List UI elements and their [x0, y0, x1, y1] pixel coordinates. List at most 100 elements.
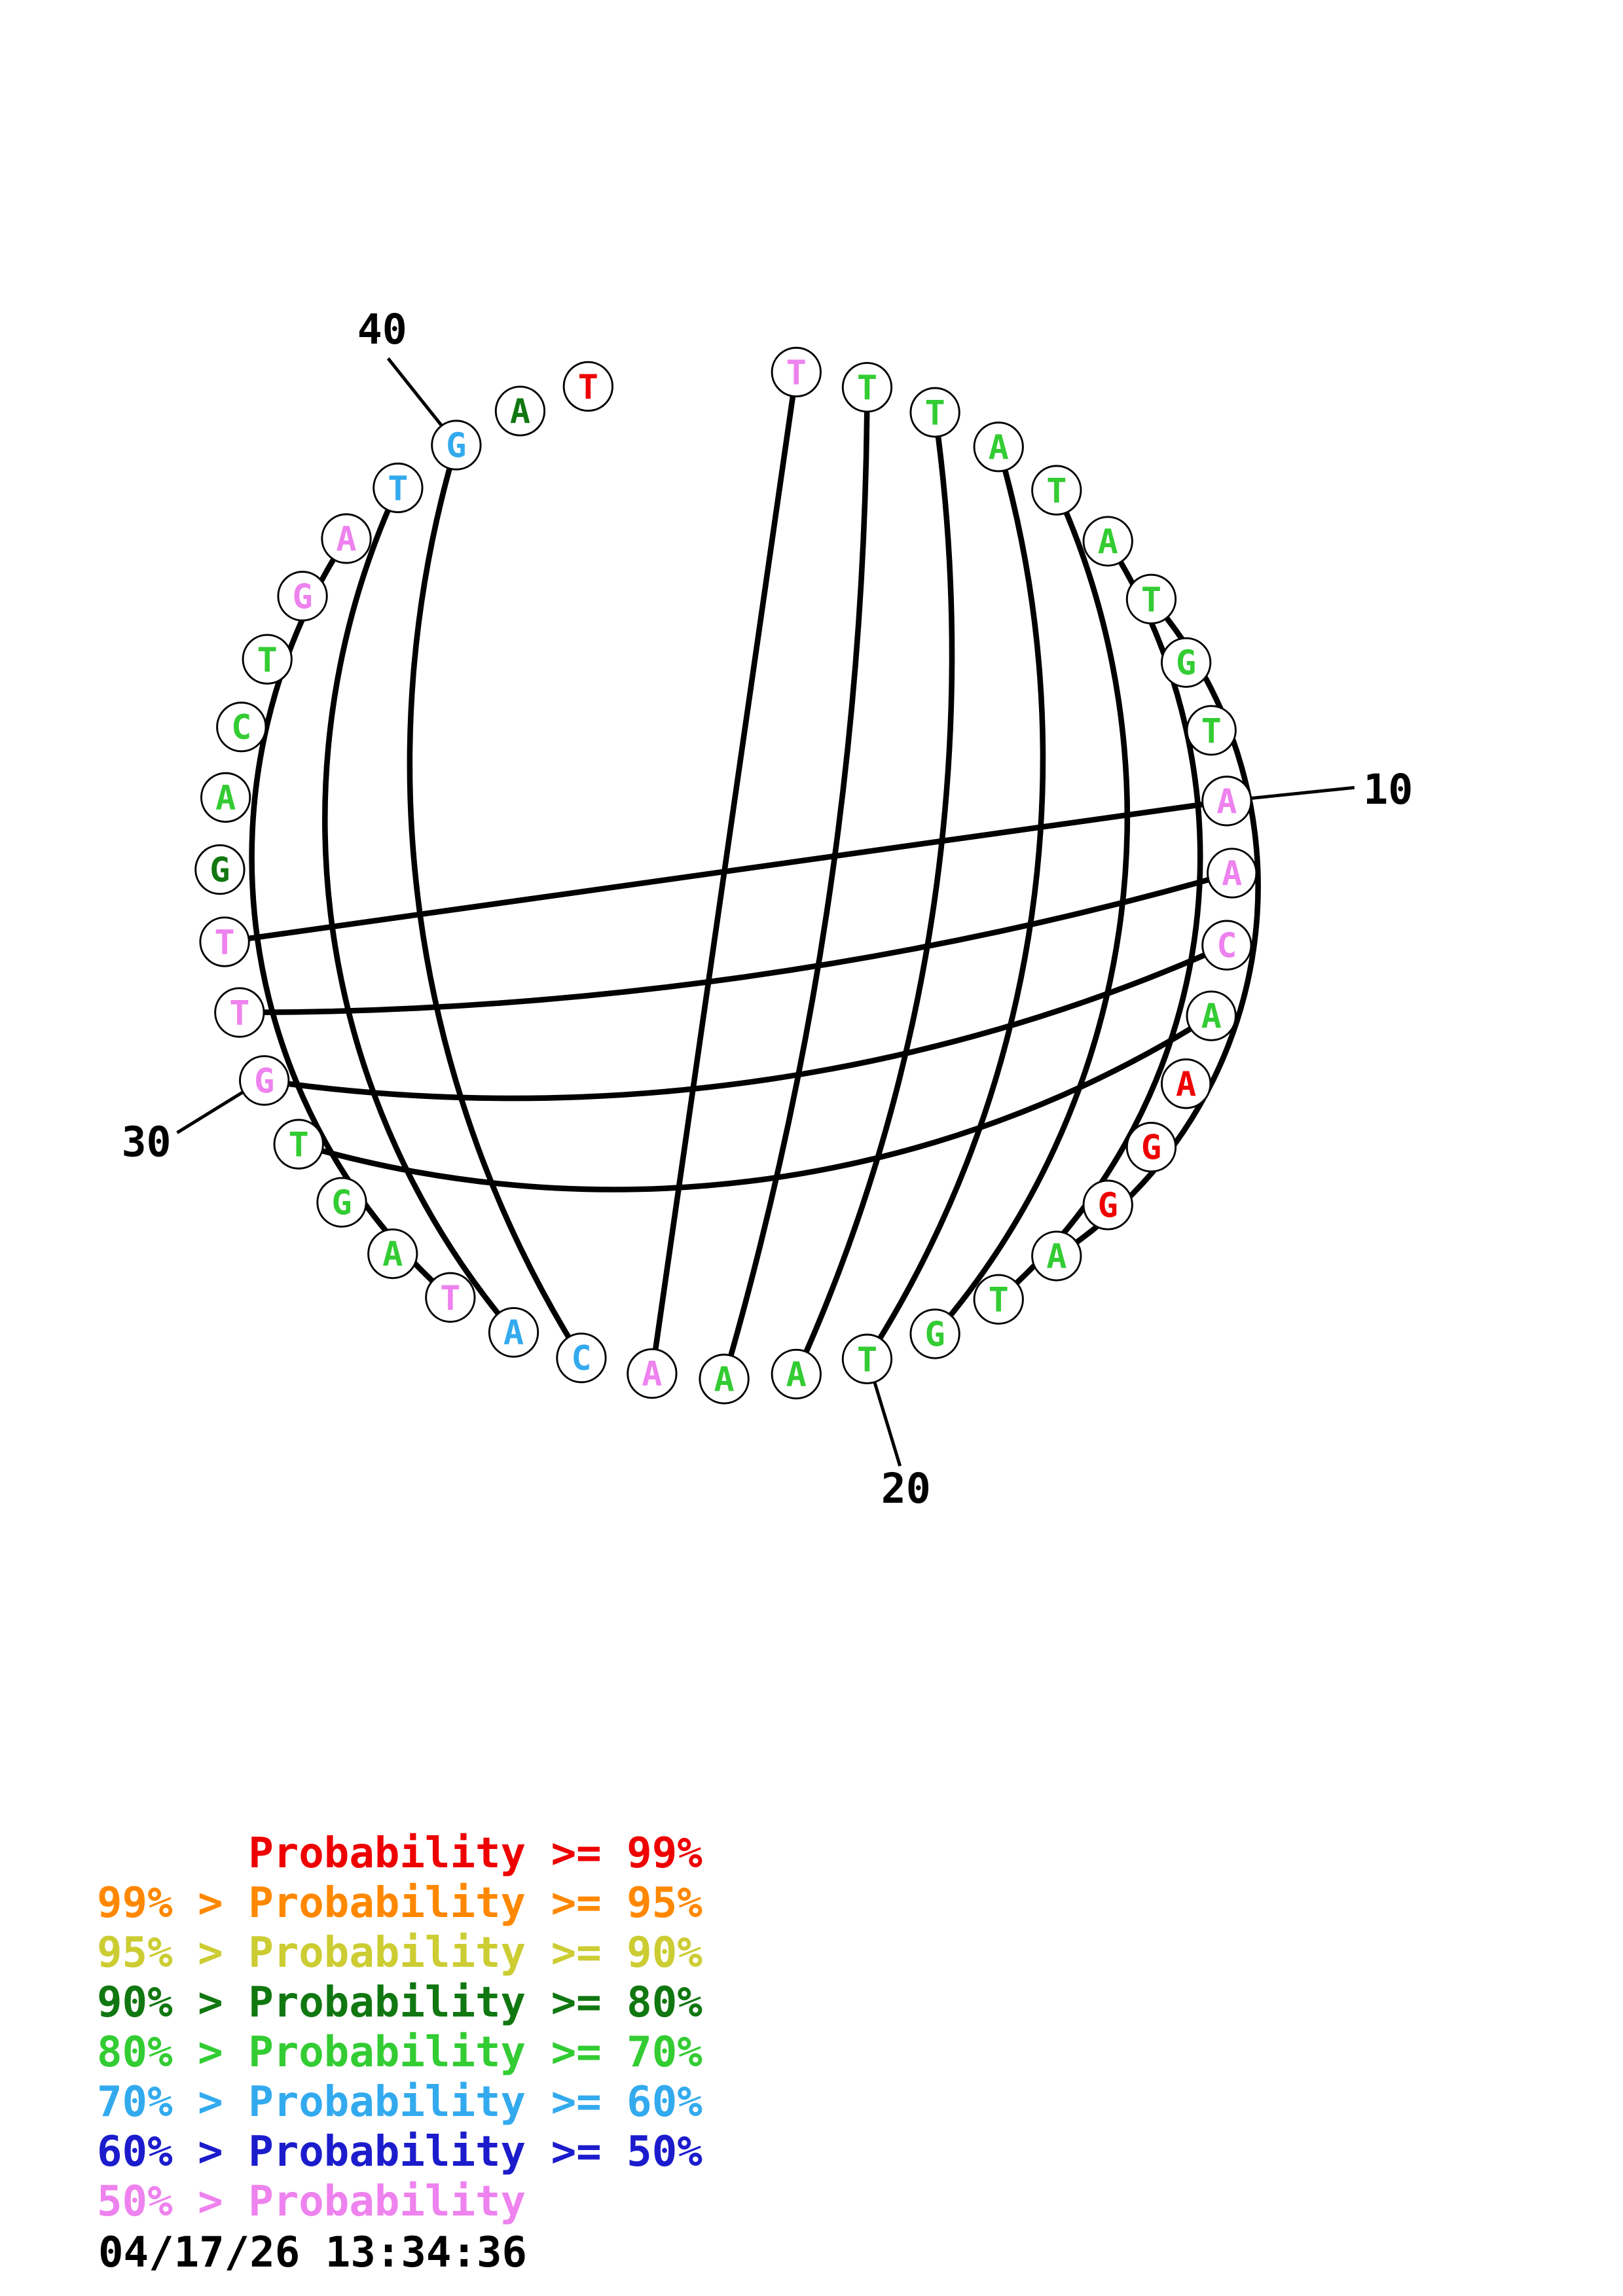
nucleotide: G [239, 1055, 290, 1106]
nucleotide-circle [199, 916, 250, 967]
nucleotide: T [214, 987, 265, 1038]
nucleotide: A [1160, 1058, 1212, 1109]
nucleotide-letter: A [1222, 854, 1242, 893]
nucleotide: T [973, 1274, 1024, 1325]
nucleotide: A [200, 772, 251, 823]
nucleotide-letter: A [1098, 522, 1118, 562]
base-pair-arc [721, 384, 870, 1382]
nucleotide-circle [1201, 920, 1252, 971]
nucleotide-circle [431, 420, 482, 471]
base-pair-arc [932, 487, 1131, 1337]
nucleotide-circle [1186, 990, 1237, 1041]
nucleotide: C [1201, 920, 1252, 971]
nucleotide-circle [214, 987, 265, 1038]
position-label: 10 [1251, 765, 1413, 814]
nucleotide-circle [242, 634, 293, 685]
nucleotide-circle [1186, 705, 1237, 756]
nucleotide-circle [841, 362, 893, 413]
nucleotide: T [562, 361, 613, 412]
legend-line: 50% > Probability [97, 2178, 526, 2226]
nucleotide-letter: C [231, 708, 251, 747]
legend-line: Probability >= 99% [97, 1829, 702, 1878]
nucleotide-circle [273, 1119, 324, 1170]
nucleotide: T [909, 387, 960, 438]
nucleotide-circle [841, 1333, 893, 1384]
nucleotide-circle [1082, 516, 1133, 567]
base-pair-arc [322, 485, 517, 1336]
nucleotide-circle [1201, 776, 1252, 827]
nucleotide-letter: G [925, 1315, 945, 1354]
nucleotide: C [556, 1333, 607, 1384]
nucleotide-circle [494, 386, 546, 437]
nucleotide-circle [239, 1055, 290, 1106]
nucleotide: A [488, 1307, 539, 1358]
position-labels: 10 20 30 40 [122, 305, 1413, 1513]
nucleotide: A [1031, 1230, 1082, 1282]
position-label-text: 20 [881, 1464, 931, 1513]
nucleotide-letter: T [925, 394, 945, 433]
nucleotide-circle [562, 361, 613, 412]
nucleotide-letter: T [786, 353, 807, 393]
nucleotide-letter: T [1046, 472, 1067, 511]
nucleotide: A [771, 1348, 822, 1400]
nucleotide-ring: T TTATATGTAACAAGGATGTAAACATAGTGTTGACTGATG… [194, 346, 1258, 1405]
base-pair-arc [793, 409, 955, 1377]
nucleotide-circle [373, 462, 424, 514]
nucleotide: T [1125, 573, 1177, 624]
nucleotide-circle [1207, 848, 1258, 899]
nucleotide: G [909, 1308, 960, 1359]
nucleotide: T [841, 362, 893, 413]
nucleotide-letter: T [578, 368, 598, 407]
nucleotide: T [1031, 465, 1082, 516]
nucleotide: G [194, 844, 246, 895]
nucleotide: A [973, 422, 1024, 473]
legend-line: 60% > Probability >= 50% [97, 2128, 702, 2176]
nucleotide: G [1125, 1122, 1177, 1173]
nucleotide-letter: A [215, 779, 236, 818]
base-pair-arc [236, 870, 1235, 1016]
nucleotide-letter: T [440, 1279, 460, 1318]
nucleotide-letter: A [1176, 1065, 1196, 1104]
nucleotide-circle [909, 1308, 960, 1359]
nucleotide-circle [1031, 465, 1082, 516]
nucleotide-letter: C [571, 1339, 591, 1378]
nucleotide: G [316, 1177, 367, 1228]
position-label-text: 30 [122, 1118, 172, 1166]
position-label-line [386, 357, 443, 426]
nucleotide-letter: A [1216, 782, 1237, 821]
nucleotide-circle [771, 1348, 822, 1400]
nucleotide-letter: A [989, 428, 1009, 467]
base-pair-arc [864, 444, 1046, 1362]
nucleotide-letter: G [446, 427, 466, 466]
nucleotide-letter: T [388, 469, 408, 509]
nucleotide-circle [200, 772, 251, 823]
base-pair-arc [221, 798, 1230, 945]
nucleotide-letter: A [714, 1360, 734, 1399]
nucleotide: A [1082, 516, 1133, 567]
base-pair-arc [295, 1013, 1214, 1193]
nucleotide: G [1160, 637, 1212, 688]
nucleotide-letter: A [382, 1235, 403, 1274]
nucleotide-circle [771, 346, 822, 398]
position-label: 20 [873, 1382, 931, 1513]
nucleotide: T [199, 916, 250, 967]
nucleotide: A [1186, 990, 1237, 1041]
nucleotide: T [273, 1119, 324, 1170]
position-label-text: 40 [357, 305, 407, 353]
nucleotide-circle [367, 1228, 418, 1280]
nucleotide-letter: G [210, 851, 230, 890]
nucleotide-letter: T [289, 1126, 309, 1165]
nucleotide-letter: T [257, 641, 278, 680]
nucleotide-letter: G [1141, 1128, 1161, 1168]
nucleotide-letter: T [1201, 711, 1222, 751]
nucleotide: A [367, 1228, 418, 1280]
probability-legend: Probability >= 99% 99% > Probability >= 9… [97, 1829, 702, 2227]
nucleotide-letter: A [786, 1355, 807, 1395]
nucleotide-letter: T [857, 1340, 877, 1380]
nucleotide-circle [1125, 573, 1177, 624]
nucleotide-circle [1031, 1230, 1082, 1282]
position-label-text: 10 [1363, 765, 1413, 814]
nucleotide-letter: G [331, 1183, 352, 1223]
nucleotide-circle [1082, 1179, 1133, 1230]
base-pair-arc [261, 942, 1230, 1102]
